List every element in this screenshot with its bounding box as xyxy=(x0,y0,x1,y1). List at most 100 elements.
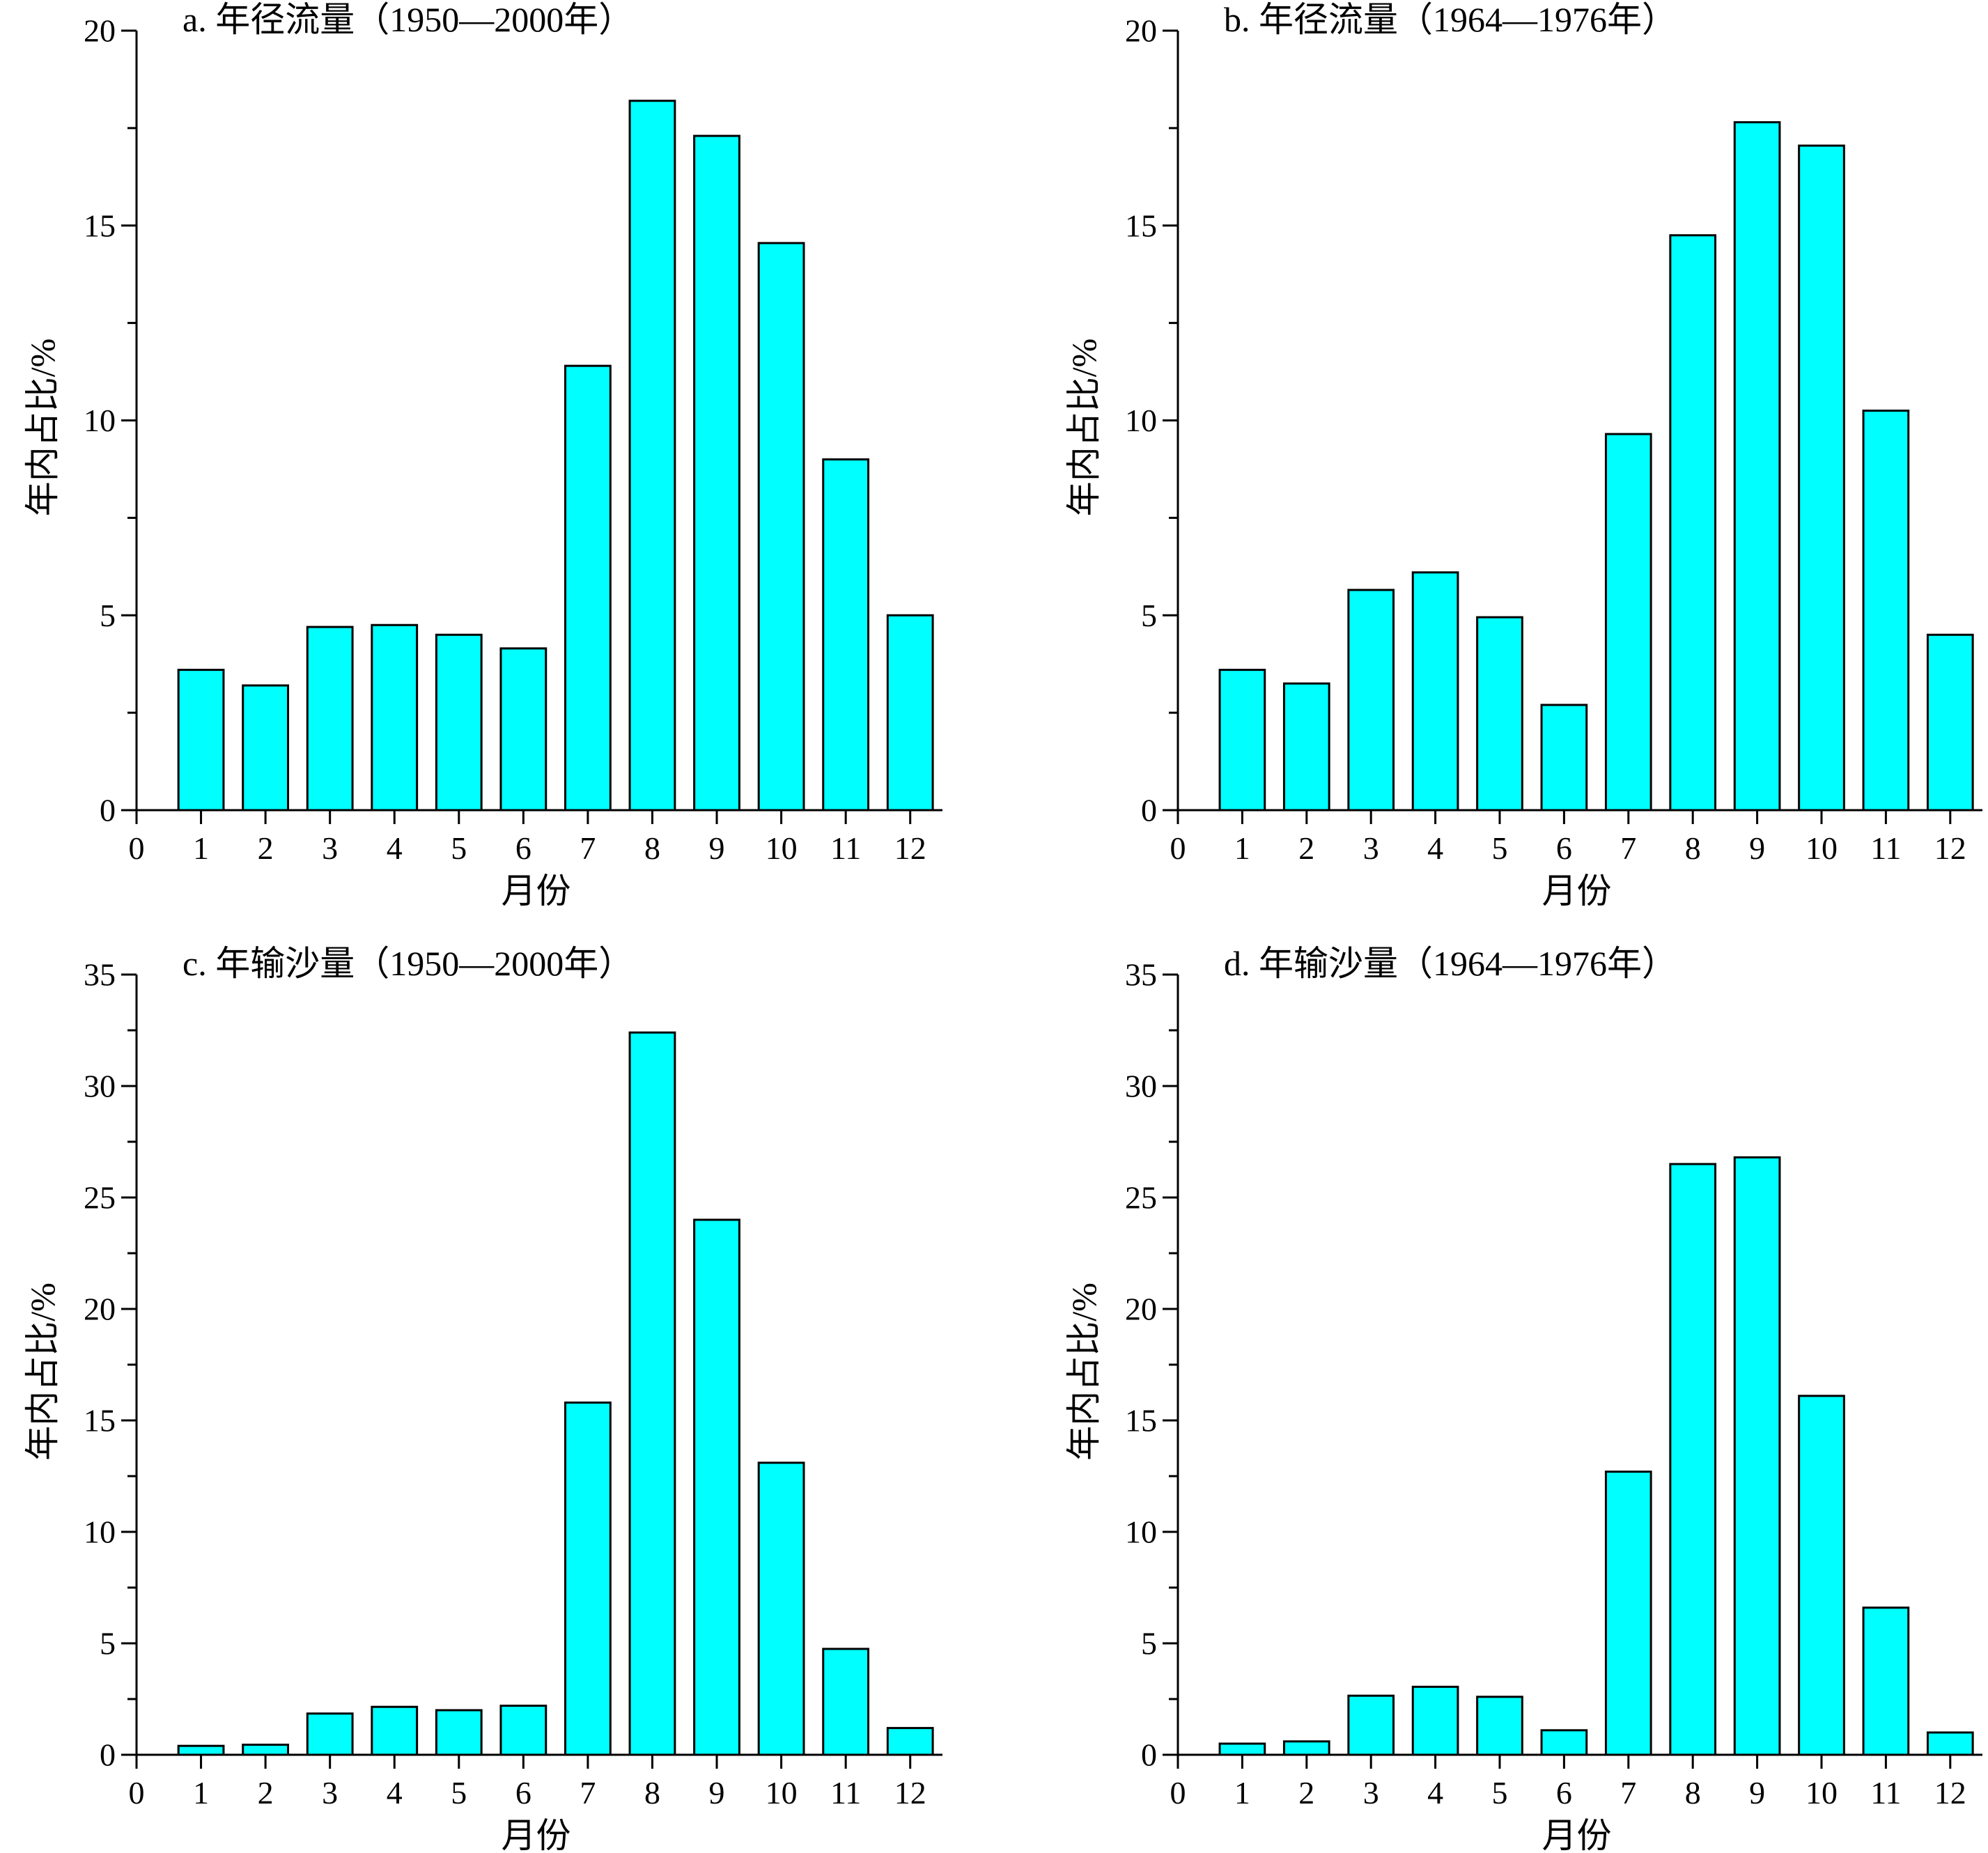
x-axis-title: 月份 xyxy=(1542,1816,1612,1853)
x-tick-label: 10 xyxy=(766,1775,798,1811)
x-tick-label: 3 xyxy=(322,1775,338,1811)
y-tick-label: 10 xyxy=(84,403,116,438)
bar-a-month-1 xyxy=(177,669,225,812)
y-tick-label: 10 xyxy=(84,1514,116,1550)
x-tick-label: 2 xyxy=(258,1775,274,1811)
bar-d-month-9 xyxy=(1733,1156,1781,1756)
bar-d-month-6 xyxy=(1540,1729,1588,1756)
bar-b-month-7 xyxy=(1604,433,1652,812)
x-tick-label: 0 xyxy=(1170,830,1186,866)
y-tick-label: 35 xyxy=(1125,957,1157,993)
y-tick-label: 10 xyxy=(1125,1514,1157,1550)
x-tick-label: 7 xyxy=(580,1775,596,1811)
y-tick-label: 5 xyxy=(1141,598,1157,633)
x-tick-label: 0 xyxy=(1170,1775,1186,1811)
x-axis-title: 月份 xyxy=(502,1816,571,1853)
y-axis-title: 年内占比/% xyxy=(1064,339,1103,517)
bar-d-month-8 xyxy=(1669,1163,1717,1756)
y-axis-title: 年内占比/% xyxy=(1064,1282,1103,1461)
x-tick-label: 7 xyxy=(580,830,596,866)
x-tick-label: 11 xyxy=(830,1775,861,1811)
bar-c-month-5 xyxy=(435,1709,483,1756)
x-tick-label: 8 xyxy=(644,830,660,866)
bar-a-month-12 xyxy=(886,614,934,812)
bar-a-month-3 xyxy=(306,626,354,812)
bar-c-month-1 xyxy=(177,1744,225,1756)
y-tick-label: 15 xyxy=(84,1403,116,1439)
bar-a-month-11 xyxy=(822,458,870,812)
y-tick-label: 35 xyxy=(84,957,116,993)
x-axis-title: 月份 xyxy=(1542,871,1612,910)
x-tick-label: 0 xyxy=(129,1775,145,1811)
x-tick-label: 11 xyxy=(1870,1775,1901,1811)
x-tick-label: 11 xyxy=(830,830,861,866)
y-tick-label: 0 xyxy=(1141,1737,1157,1773)
bar-c-month-11 xyxy=(822,1647,870,1756)
y-tick-label: 10 xyxy=(1125,403,1157,438)
bar-d-month-11 xyxy=(1862,1606,1910,1756)
y-tick-label: 20 xyxy=(1125,1292,1157,1327)
x-tick-label: 4 xyxy=(387,830,403,866)
bar-a-month-9 xyxy=(693,134,740,812)
y-tick-label: 20 xyxy=(84,1292,116,1327)
x-tick-label: 5 xyxy=(451,1775,467,1811)
x-tick-label: 1 xyxy=(193,1775,209,1811)
y-tick-label: 5 xyxy=(100,1626,116,1661)
bar-c-month-6 xyxy=(499,1705,548,1756)
x-axis-title: 月份 xyxy=(502,871,571,910)
bar-c-month-3 xyxy=(306,1712,354,1756)
bar-d-month-7 xyxy=(1604,1471,1652,1756)
bar-b-month-6 xyxy=(1540,704,1588,812)
bar-d-month-4 xyxy=(1411,1685,1459,1756)
x-tick-label: 2 xyxy=(258,830,274,866)
bar-c-month-10 xyxy=(757,1462,805,1756)
y-tick-label: 5 xyxy=(1141,1626,1157,1661)
bar-b-month-11 xyxy=(1862,410,1910,812)
x-tick-label: 6 xyxy=(515,830,531,866)
x-tick-label: 4 xyxy=(387,1775,403,1811)
bar-b-month-4 xyxy=(1411,571,1459,812)
panel-title-b: b. 年径流量（1964—1976年） xyxy=(1224,0,1677,39)
bar-b-month-9 xyxy=(1733,121,1781,812)
bar-d-month-3 xyxy=(1347,1694,1395,1756)
bar-d-month-5 xyxy=(1476,1696,1523,1756)
x-tick-label: 4 xyxy=(1427,830,1443,866)
y-axis-title: 年内占比/% xyxy=(23,339,62,517)
bar-b-month-12 xyxy=(1926,633,1974,812)
x-tick-label: 5 xyxy=(1492,830,1508,866)
x-tick-label: 8 xyxy=(644,1775,660,1811)
x-tick-label: 5 xyxy=(451,830,467,866)
y-axis-title: 年内占比/% xyxy=(23,1282,62,1461)
y-tick-label: 15 xyxy=(1125,1403,1157,1439)
x-tick-label: 3 xyxy=(1363,1775,1379,1811)
x-tick-label: 6 xyxy=(1556,1775,1572,1811)
bar-a-month-8 xyxy=(628,100,676,812)
bar-b-month-8 xyxy=(1669,234,1717,812)
x-tick-label: 0 xyxy=(129,830,145,866)
bar-d-month-2 xyxy=(1282,1740,1330,1756)
bar-c-month-7 xyxy=(564,1401,612,1756)
x-tick-label: 8 xyxy=(1685,830,1701,866)
bar-d-month-1 xyxy=(1218,1742,1266,1756)
y-tick-label: 0 xyxy=(100,1737,116,1773)
y-tick-label: 25 xyxy=(1125,1180,1157,1216)
x-tick-label: 6 xyxy=(515,1775,531,1811)
x-tick-label: 7 xyxy=(1620,1775,1636,1811)
x-tick-label: 9 xyxy=(709,1775,725,1811)
panel-title-c: c. 年输沙量（1950—2000年） xyxy=(183,944,633,983)
bar-b-month-2 xyxy=(1282,682,1330,812)
y-tick-label: 15 xyxy=(1125,208,1157,243)
bar-a-month-6 xyxy=(499,647,548,812)
x-tick-label: 3 xyxy=(1363,830,1379,866)
y-tick-label: 0 xyxy=(1141,793,1157,828)
y-tick-label: 25 xyxy=(84,1180,116,1216)
x-tick-label: 10 xyxy=(1805,830,1838,866)
x-tick-label: 12 xyxy=(1934,830,1966,866)
bar-a-month-4 xyxy=(371,623,419,812)
bar-d-month-12 xyxy=(1926,1731,1974,1756)
